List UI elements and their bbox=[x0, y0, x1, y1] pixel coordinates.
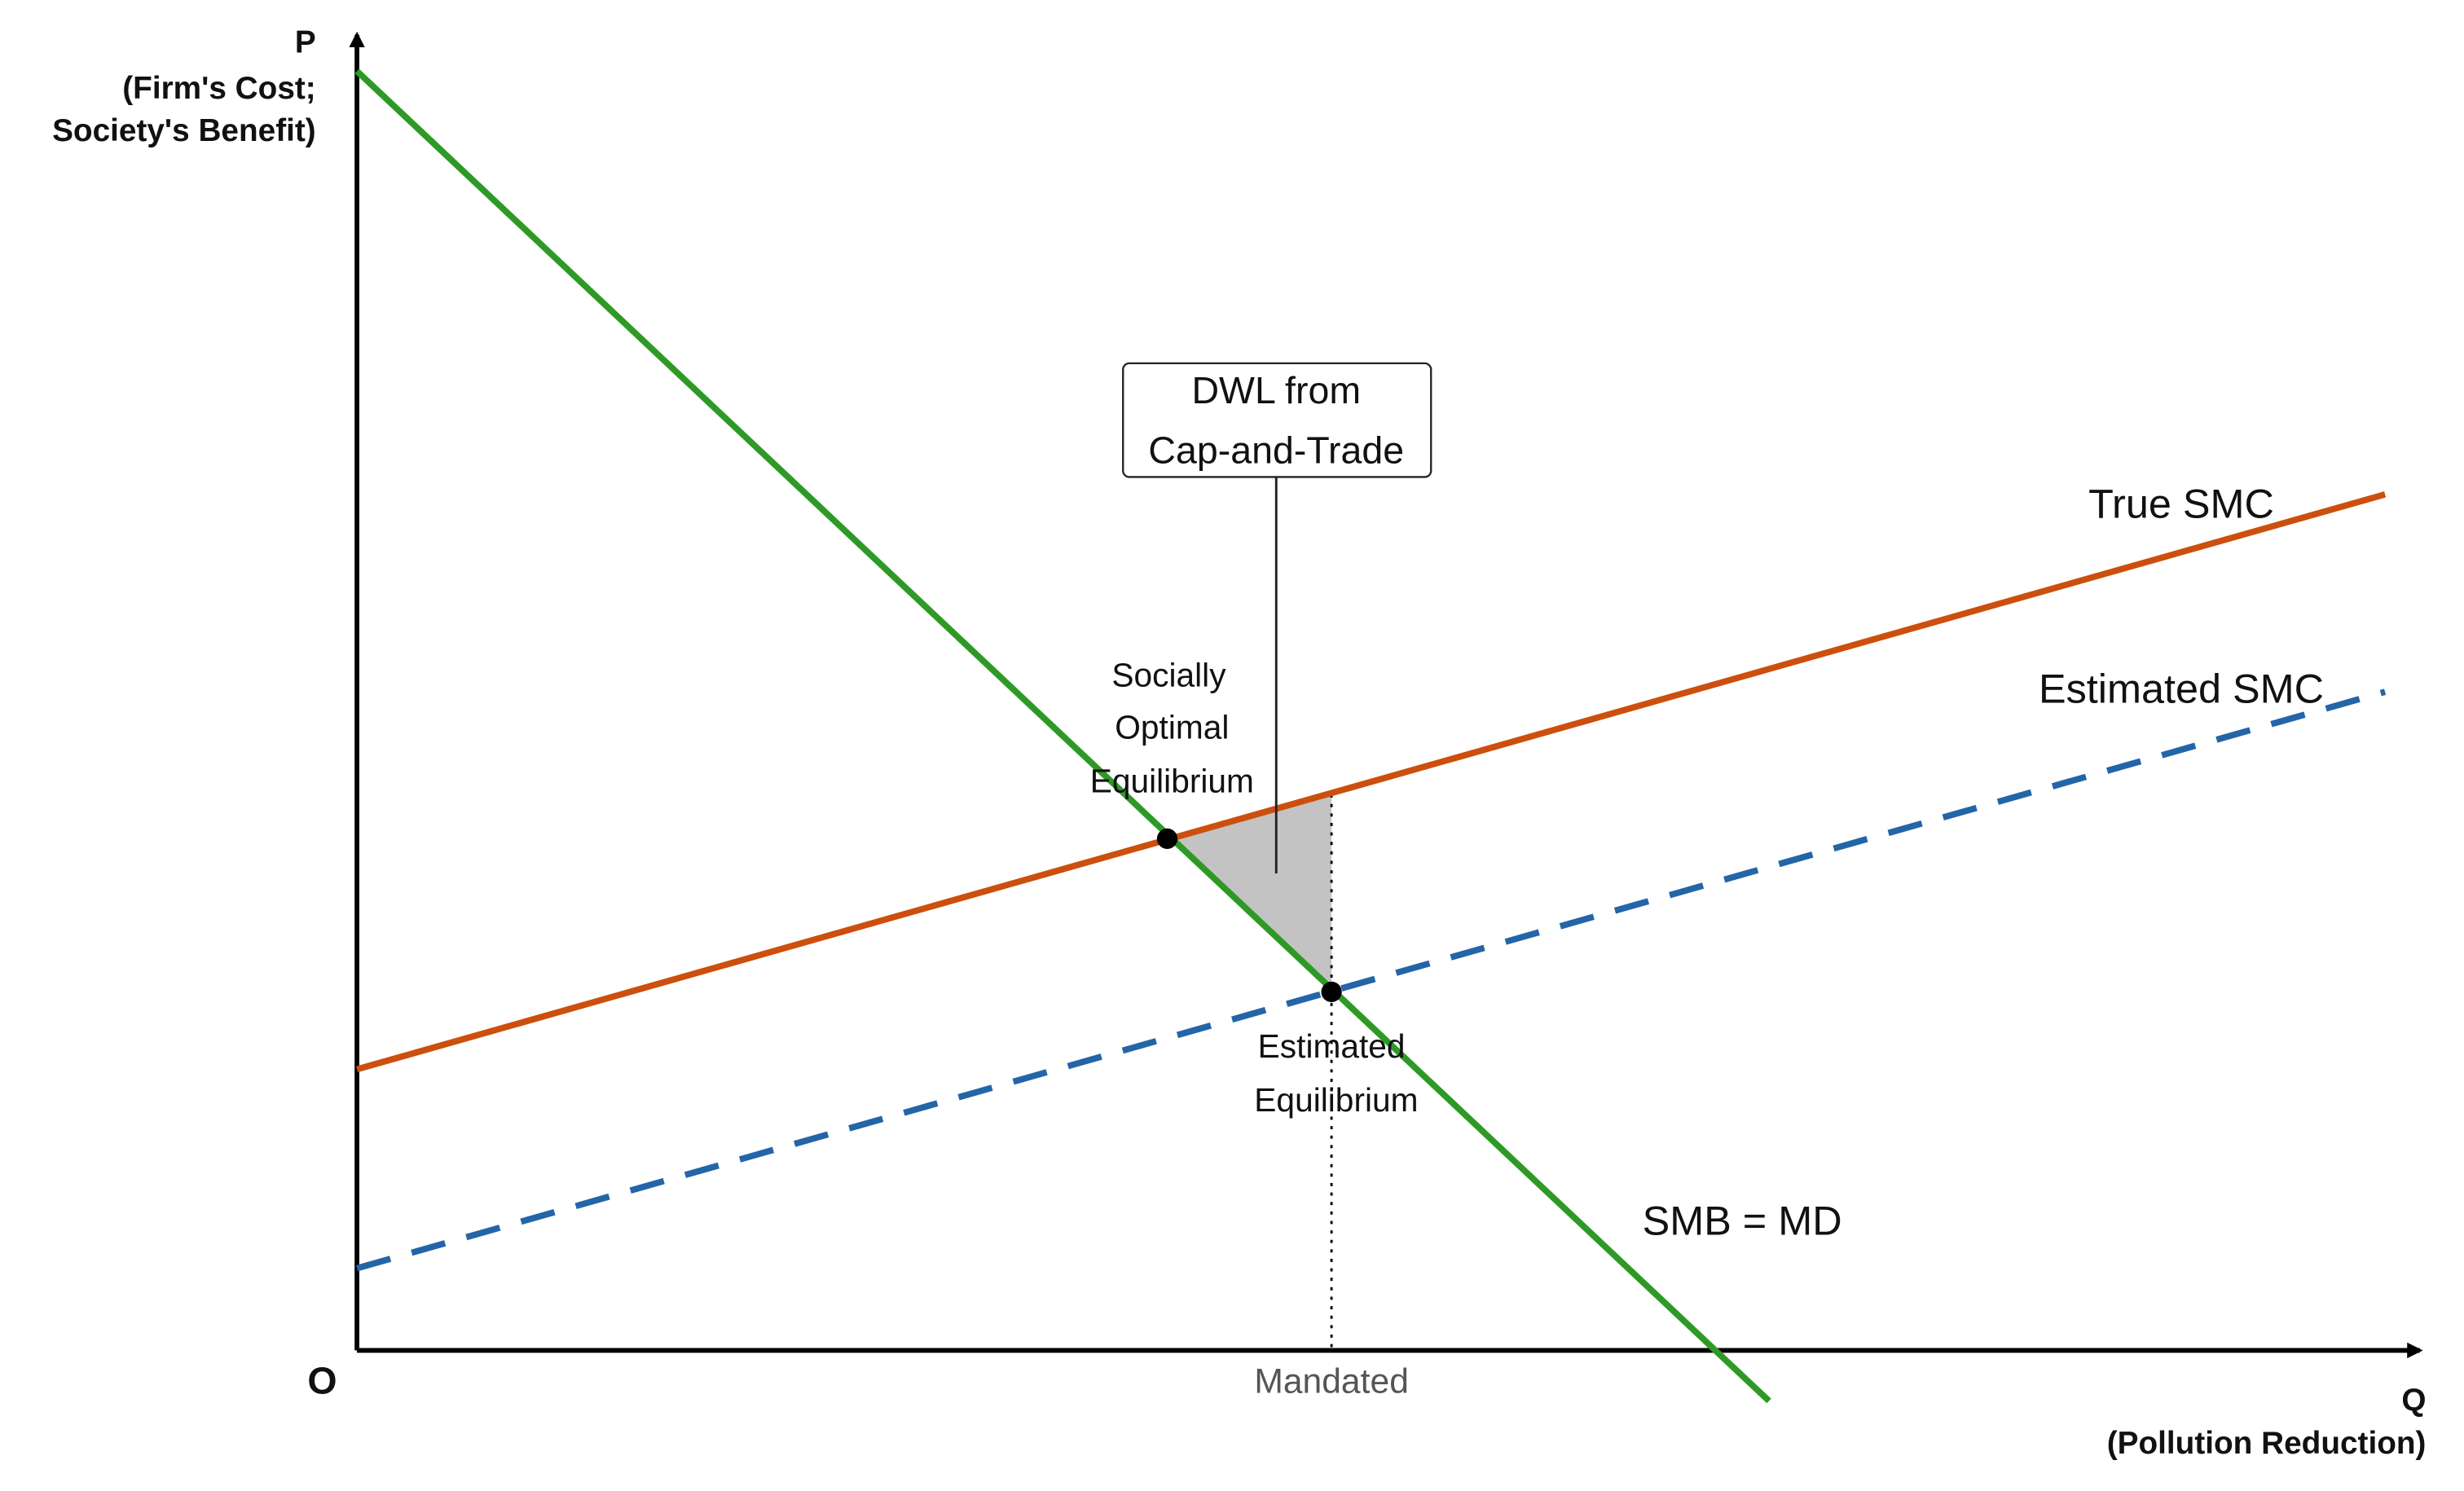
annotation-text: Cap-and-Trade bbox=[1148, 429, 1404, 472]
estimated-point bbox=[1321, 981, 1342, 1002]
optimal-point bbox=[1156, 828, 1178, 849]
dwl-area bbox=[1167, 794, 1332, 992]
true-smc-line bbox=[356, 491, 2387, 1073]
mandated-label: Mandated bbox=[1254, 1361, 1409, 1401]
annotation-text: DWL from bbox=[1191, 369, 1361, 411]
estimated-smc-line bbox=[356, 688, 2387, 1272]
point-label: Equilibrium bbox=[1254, 1081, 1418, 1119]
point-label: Estimated bbox=[1258, 1027, 1406, 1065]
y-axis-label: Society's Benefit) bbox=[52, 113, 316, 148]
x-axis-label: (Pollution Reduction) bbox=[2107, 1426, 2427, 1461]
x-axis-label: Q bbox=[2401, 1383, 2426, 1418]
curve-label: True SMC bbox=[2088, 481, 2274, 527]
y-axis-label: (Firm's Cost; bbox=[122, 71, 315, 106]
y-axis-label: P bbox=[295, 25, 316, 60]
point-label: Equilibrium bbox=[1090, 762, 1254, 799]
curve-label: SMB = MD bbox=[1643, 1198, 1842, 1244]
curve-label: Estimated SMC bbox=[2039, 665, 2324, 711]
annotation-box bbox=[1122, 362, 1432, 478]
point-label: Optimal bbox=[1115, 708, 1229, 746]
point-label: Socially bbox=[1111, 656, 1226, 693]
origin-label: O bbox=[307, 1359, 337, 1401]
smb-line bbox=[354, 68, 1771, 1404]
